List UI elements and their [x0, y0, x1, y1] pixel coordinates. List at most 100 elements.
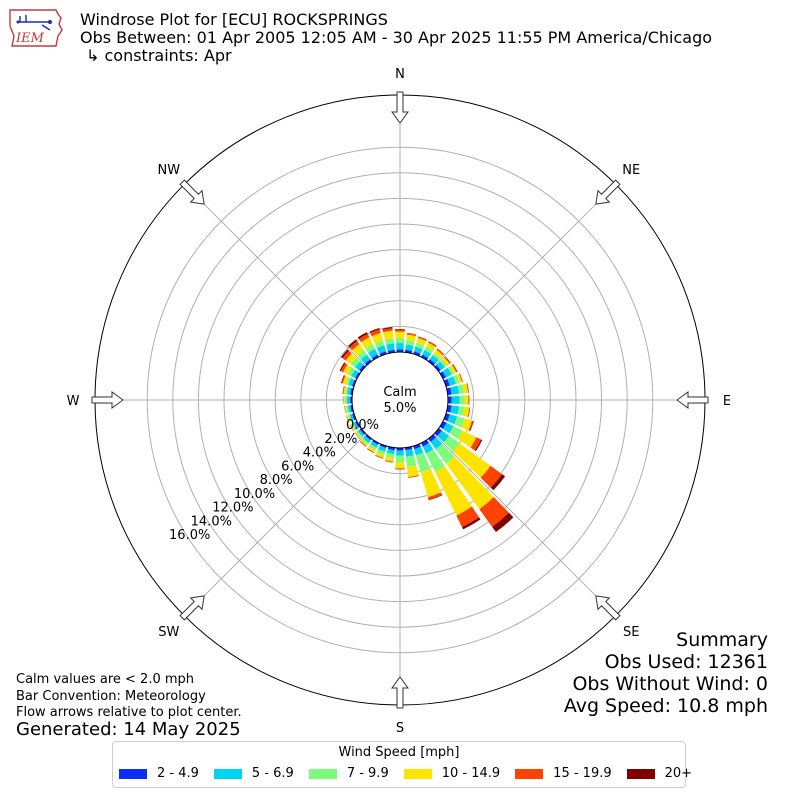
bar-segment — [365, 434, 372, 441]
bar-segment — [420, 468, 442, 498]
wind-barbs-icon — [18, 15, 51, 31]
bar-segment — [349, 424, 354, 432]
radial-tick-label: 16.0% — [169, 528, 210, 543]
bar-segment — [346, 415, 350, 423]
bar-segment — [383, 330, 394, 340]
bar-segment — [346, 396, 351, 404]
bar-segment — [428, 341, 437, 347]
obs-period: Obs Between: 01 Apr 2005 12:05 AM - 30 A… — [80, 28, 713, 47]
legend-swatch — [626, 768, 655, 779]
bar-segment — [361, 438, 369, 445]
bar-segment — [344, 405, 348, 414]
bar-segment — [360, 337, 373, 349]
bar-segment — [436, 361, 446, 371]
bar-segment — [490, 474, 506, 491]
bar-segment — [384, 460, 394, 463]
bar-segment — [432, 352, 441, 360]
bar-segment — [342, 386, 345, 395]
legend-label: 20+ — [664, 766, 693, 781]
bar-segment — [395, 455, 405, 463]
bar-segment — [449, 426, 463, 440]
bar-segment — [468, 420, 474, 431]
bar-segment — [462, 517, 481, 530]
legend-swatch — [213, 768, 242, 779]
bar-segment — [359, 428, 366, 435]
bar-segment — [437, 348, 445, 355]
bar-segment — [395, 468, 405, 470]
radial-tick-label: 2.0% — [324, 432, 357, 447]
bar-segment — [349, 340, 360, 351]
bar-segment — [418, 336, 427, 340]
legend-item: 2 - 4.9 — [119, 766, 199, 781]
bar-segment — [368, 444, 377, 451]
bar-segment — [355, 430, 363, 438]
bar-segment — [351, 344, 364, 356]
bar-segment — [459, 395, 465, 405]
bar-segment — [453, 374, 460, 384]
bar-segment — [407, 465, 419, 478]
windrose-chart: Calm 5.0% 0.0%2.0%4.0%6.0%8.0%10.0%12.0%… — [67, 67, 732, 736]
bar-segment — [429, 354, 439, 364]
bar-segment — [457, 384, 465, 394]
bar-segment — [422, 442, 434, 454]
bar-segment — [442, 367, 452, 378]
bar-segment — [426, 342, 436, 351]
bar-segment — [347, 339, 358, 348]
bar-segment — [375, 454, 384, 459]
bar-segment — [345, 386, 349, 395]
radial-tick-label: 14.0% — [191, 514, 232, 529]
chart-legend: Wind Speed [mph] 2 - 4.9 5 - 6.9 7 - 9.9… — [112, 741, 692, 788]
grid-spoke — [399, 399, 617, 617]
bar-segment — [351, 423, 357, 431]
bar-segment — [479, 497, 509, 527]
grid-spoke — [399, 183, 617, 401]
bar-segment — [366, 448, 375, 454]
bar-segment — [385, 452, 395, 458]
logo-dot — [48, 20, 52, 24]
generated-date: Generated: 14 May 2025 — [16, 719, 241, 740]
bar-segment — [437, 430, 450, 443]
bar-segment — [406, 334, 416, 342]
summary-heading: Summary — [676, 629, 768, 651]
bar-segment — [369, 328, 380, 333]
bar-segment — [372, 439, 379, 445]
bar-segment — [396, 343, 404, 350]
bar-segment — [378, 445, 387, 452]
bar-segment — [347, 414, 353, 423]
bar-segment — [363, 435, 371, 443]
bar-segment — [384, 338, 395, 345]
bar-segment — [345, 405, 350, 414]
bar-segment — [386, 343, 395, 351]
bar-segment — [439, 371, 447, 379]
bar-segment — [352, 413, 357, 421]
bar-segment — [480, 465, 502, 488]
bar-segment — [447, 366, 455, 375]
bar-segment — [382, 328, 393, 333]
bar-segment — [405, 455, 417, 467]
bar-segment — [459, 373, 463, 383]
bar-segment — [375, 452, 385, 458]
bar-segment — [376, 345, 387, 354]
bar-segment — [467, 407, 471, 418]
bar-segment — [428, 434, 437, 442]
bar-segment — [396, 349, 404, 353]
windrose-bars — [339, 327, 514, 533]
bar-segment — [371, 332, 383, 344]
arrow-shape — [391, 91, 409, 124]
bar-segment — [360, 439, 368, 447]
logo-text: IEM — [15, 31, 45, 46]
bar-segment — [342, 386, 345, 394]
bar-segment — [447, 396, 452, 404]
legend-items: 2 - 4.9 5 - 6.9 7 - 9.9 10 - 14.9 15 - 1… — [119, 766, 707, 781]
bar-segment — [444, 356, 451, 364]
bar-segment — [365, 344, 376, 353]
bar-segment — [340, 349, 349, 359]
legend-label: 7 - 9.9 — [346, 766, 389, 781]
bar-segment — [355, 421, 361, 428]
compass-arrow-icon — [676, 391, 709, 409]
bar-segment — [395, 337, 405, 344]
bar-segment — [342, 375, 349, 385]
bar-segment — [466, 383, 469, 393]
compass-label: SW — [158, 625, 179, 640]
bar-segment — [435, 443, 455, 464]
